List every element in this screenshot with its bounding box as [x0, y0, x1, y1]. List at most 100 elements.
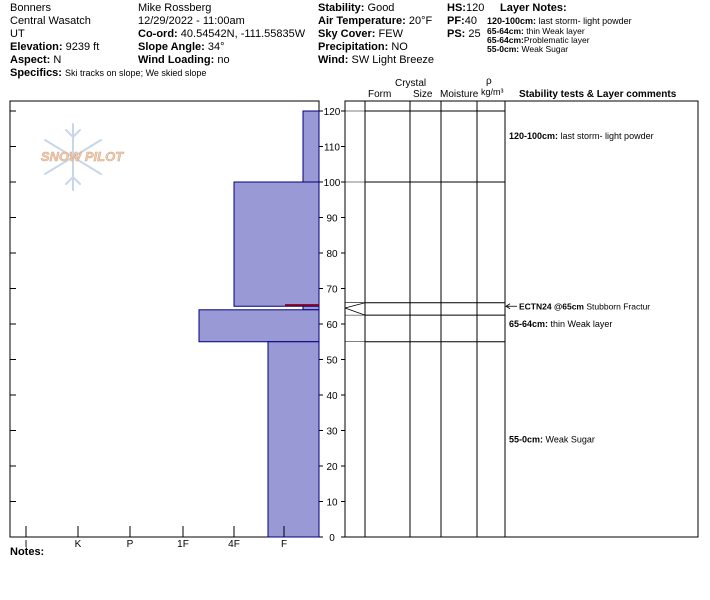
- layer-note: 120-100cm: last storm- light powder: [487, 17, 632, 26]
- stability-label: Stability:: [318, 2, 365, 14]
- slope-row: Slope Angle: 34°: [138, 42, 225, 53]
- y-tick-label: 20: [326, 462, 338, 473]
- ps-row: PS: 25: [447, 29, 481, 40]
- slope-label: Slope Angle:: [138, 41, 205, 53]
- coord-value: 40.54542N, -111.55835W: [180, 28, 306, 40]
- sky-value: FEW: [378, 28, 403, 40]
- aspect-row: Aspect: N: [10, 55, 61, 66]
- y-tick-label: 70: [326, 285, 338, 296]
- stability-arrow-head: [505, 303, 511, 310]
- location: Bonners: [10, 2, 51, 14]
- y-tick-label: 0: [329, 533, 335, 544]
- layer-comment-depth: 55-0cm:: [509, 434, 546, 444]
- sky-label: Sky Cover:: [318, 28, 376, 40]
- stability-test-code: ECTN24 @65cm: [519, 301, 586, 311]
- pf-value: 40: [464, 15, 477, 27]
- x-tick-label: I: [25, 539, 28, 550]
- precip-value: NO: [391, 41, 408, 53]
- layer-note-text: thin Weak layer: [526, 26, 585, 36]
- stability-test: ECTN24 @65cm Stubborn Fractur: [519, 301, 650, 311]
- depth-axis: 0 10 20 30 40 50 60 70 80 90 100 110 120: [10, 107, 345, 544]
- y-tick-label: 90: [326, 214, 338, 225]
- hardness-bar: [198, 309, 320, 343]
- wind-row: Wind: SW Light Breeze: [318, 55, 434, 66]
- hs-value: 120: [465, 2, 485, 14]
- layer-note-text: Weak Sugar: [521, 44, 569, 54]
- y-tick-label: 40: [326, 391, 338, 402]
- layer-notes-title: Layer Notes:: [500, 2, 567, 14]
- logo-text: SNOW PILOT: [41, 149, 124, 164]
- layer-table-frame: [344, 100, 699, 538]
- layer-note-text: Problematic layer: [523, 35, 590, 45]
- col-moisture: Moisture: [440, 89, 479, 100]
- aspect-value: N: [53, 54, 62, 66]
- specifics-value: Ski tracks on slope; We skied slope: [65, 68, 207, 78]
- ps-value: 25: [468, 28, 481, 40]
- y-tick-label: 120: [324, 107, 341, 118]
- wind-label: Wind:: [318, 54, 349, 66]
- precip-label: Precipitation:: [318, 41, 389, 53]
- wind-loading-label: Wind Loading:: [138, 54, 215, 66]
- notes-label: Notes:: [10, 546, 45, 558]
- x-tick-label: 1F: [177, 539, 189, 550]
- pf-row: PF:40: [447, 16, 477, 27]
- region: Central Wasatch: [10, 15, 91, 27]
- layer-note-text: last storm- light powder: [538, 16, 632, 26]
- stability-row: Stability: Good: [318, 3, 394, 14]
- hs-row: HS:120: [447, 3, 484, 14]
- layer-comment-text: Weak Sugar: [546, 434, 595, 444]
- col-crystal: Crystal: [395, 78, 427, 89]
- layer-comment-depth: 120-100cm:: [509, 131, 561, 141]
- coord-label: Co-ord:: [138, 28, 178, 40]
- stability-test-text: Stubborn Fractur: [586, 301, 650, 311]
- layer-note: 65-64cm: thin Weak layer: [487, 27, 585, 36]
- x-tick-label: F: [281, 539, 287, 550]
- observer: Mike Rossberg: [138, 2, 212, 14]
- stability-value: Good: [367, 2, 395, 14]
- state: UT: [10, 28, 25, 40]
- layer-comment-depth: 65-64cm:: [509, 319, 551, 329]
- layer-comment-text: thin Weak layer: [551, 319, 613, 329]
- hardness-profile: [198, 110, 320, 538]
- x-tick-label: 4F: [228, 539, 240, 550]
- hardness-bar: [233, 181, 320, 307]
- layer-note-depth: 120-100cm:: [487, 16, 537, 26]
- y-tick-label: 60: [326, 320, 338, 331]
- hardness-bar: [267, 341, 320, 538]
- aspect-label: Aspect:: [10, 54, 51, 66]
- col-size: Size: [413, 89, 433, 100]
- wind-value: SW Light Breeze: [351, 54, 435, 66]
- boundary-connector: [344, 307, 366, 316]
- y-tick-label: 50: [326, 356, 338, 367]
- y-tick-label: 80: [326, 249, 338, 260]
- col-rho: ρ: [486, 76, 492, 87]
- y-tick-label: 30: [326, 427, 338, 438]
- layer-note: 55-0cm: Weak Sugar: [487, 45, 568, 54]
- boundary-connector: [344, 302, 366, 309]
- precip-row: Precipitation: NO: [318, 42, 408, 53]
- y-tick-label: 10: [326, 498, 338, 509]
- col-stability: Stability tests & Layer comments: [519, 89, 677, 100]
- elevation-value: 9239 ft: [65, 41, 100, 53]
- table-columns: [364, 101, 506, 537]
- datetime: 12/29/2022 - 11:00am: [138, 15, 245, 27]
- layer-comment: 65-64cm: thin Weak layer: [509, 319, 612, 329]
- air-temp-row: Air Temperature: 20°F: [318, 16, 432, 27]
- layer-comment: 120-100cm: last storm- light powder: [509, 131, 654, 141]
- wind-loading-value: no: [217, 54, 230, 66]
- specifics-label: Specifics:: [10, 67, 62, 79]
- ps-label: PS:: [447, 28, 466, 40]
- layer-boundaries: [344, 110, 505, 343]
- sky-row: Sky Cover: FEW: [318, 29, 403, 40]
- x-tick-label: K: [75, 539, 82, 550]
- hardness-bar: [302, 305, 320, 311]
- x-tick-label: P: [127, 539, 134, 550]
- hs-label: HS:: [447, 2, 466, 14]
- coord-row: Co-ord: 40.54542N, -111.55835W: [138, 29, 305, 40]
- layer-comment-text: last storm- light powder: [561, 131, 654, 141]
- snowflake-icon: [44, 123, 102, 191]
- layer-note-depth: 55-0cm:: [487, 44, 520, 54]
- air-temp-value: 20°F: [408, 15, 433, 27]
- specifics-row: Specifics: Ski tracks on slope; We skied…: [10, 68, 206, 79]
